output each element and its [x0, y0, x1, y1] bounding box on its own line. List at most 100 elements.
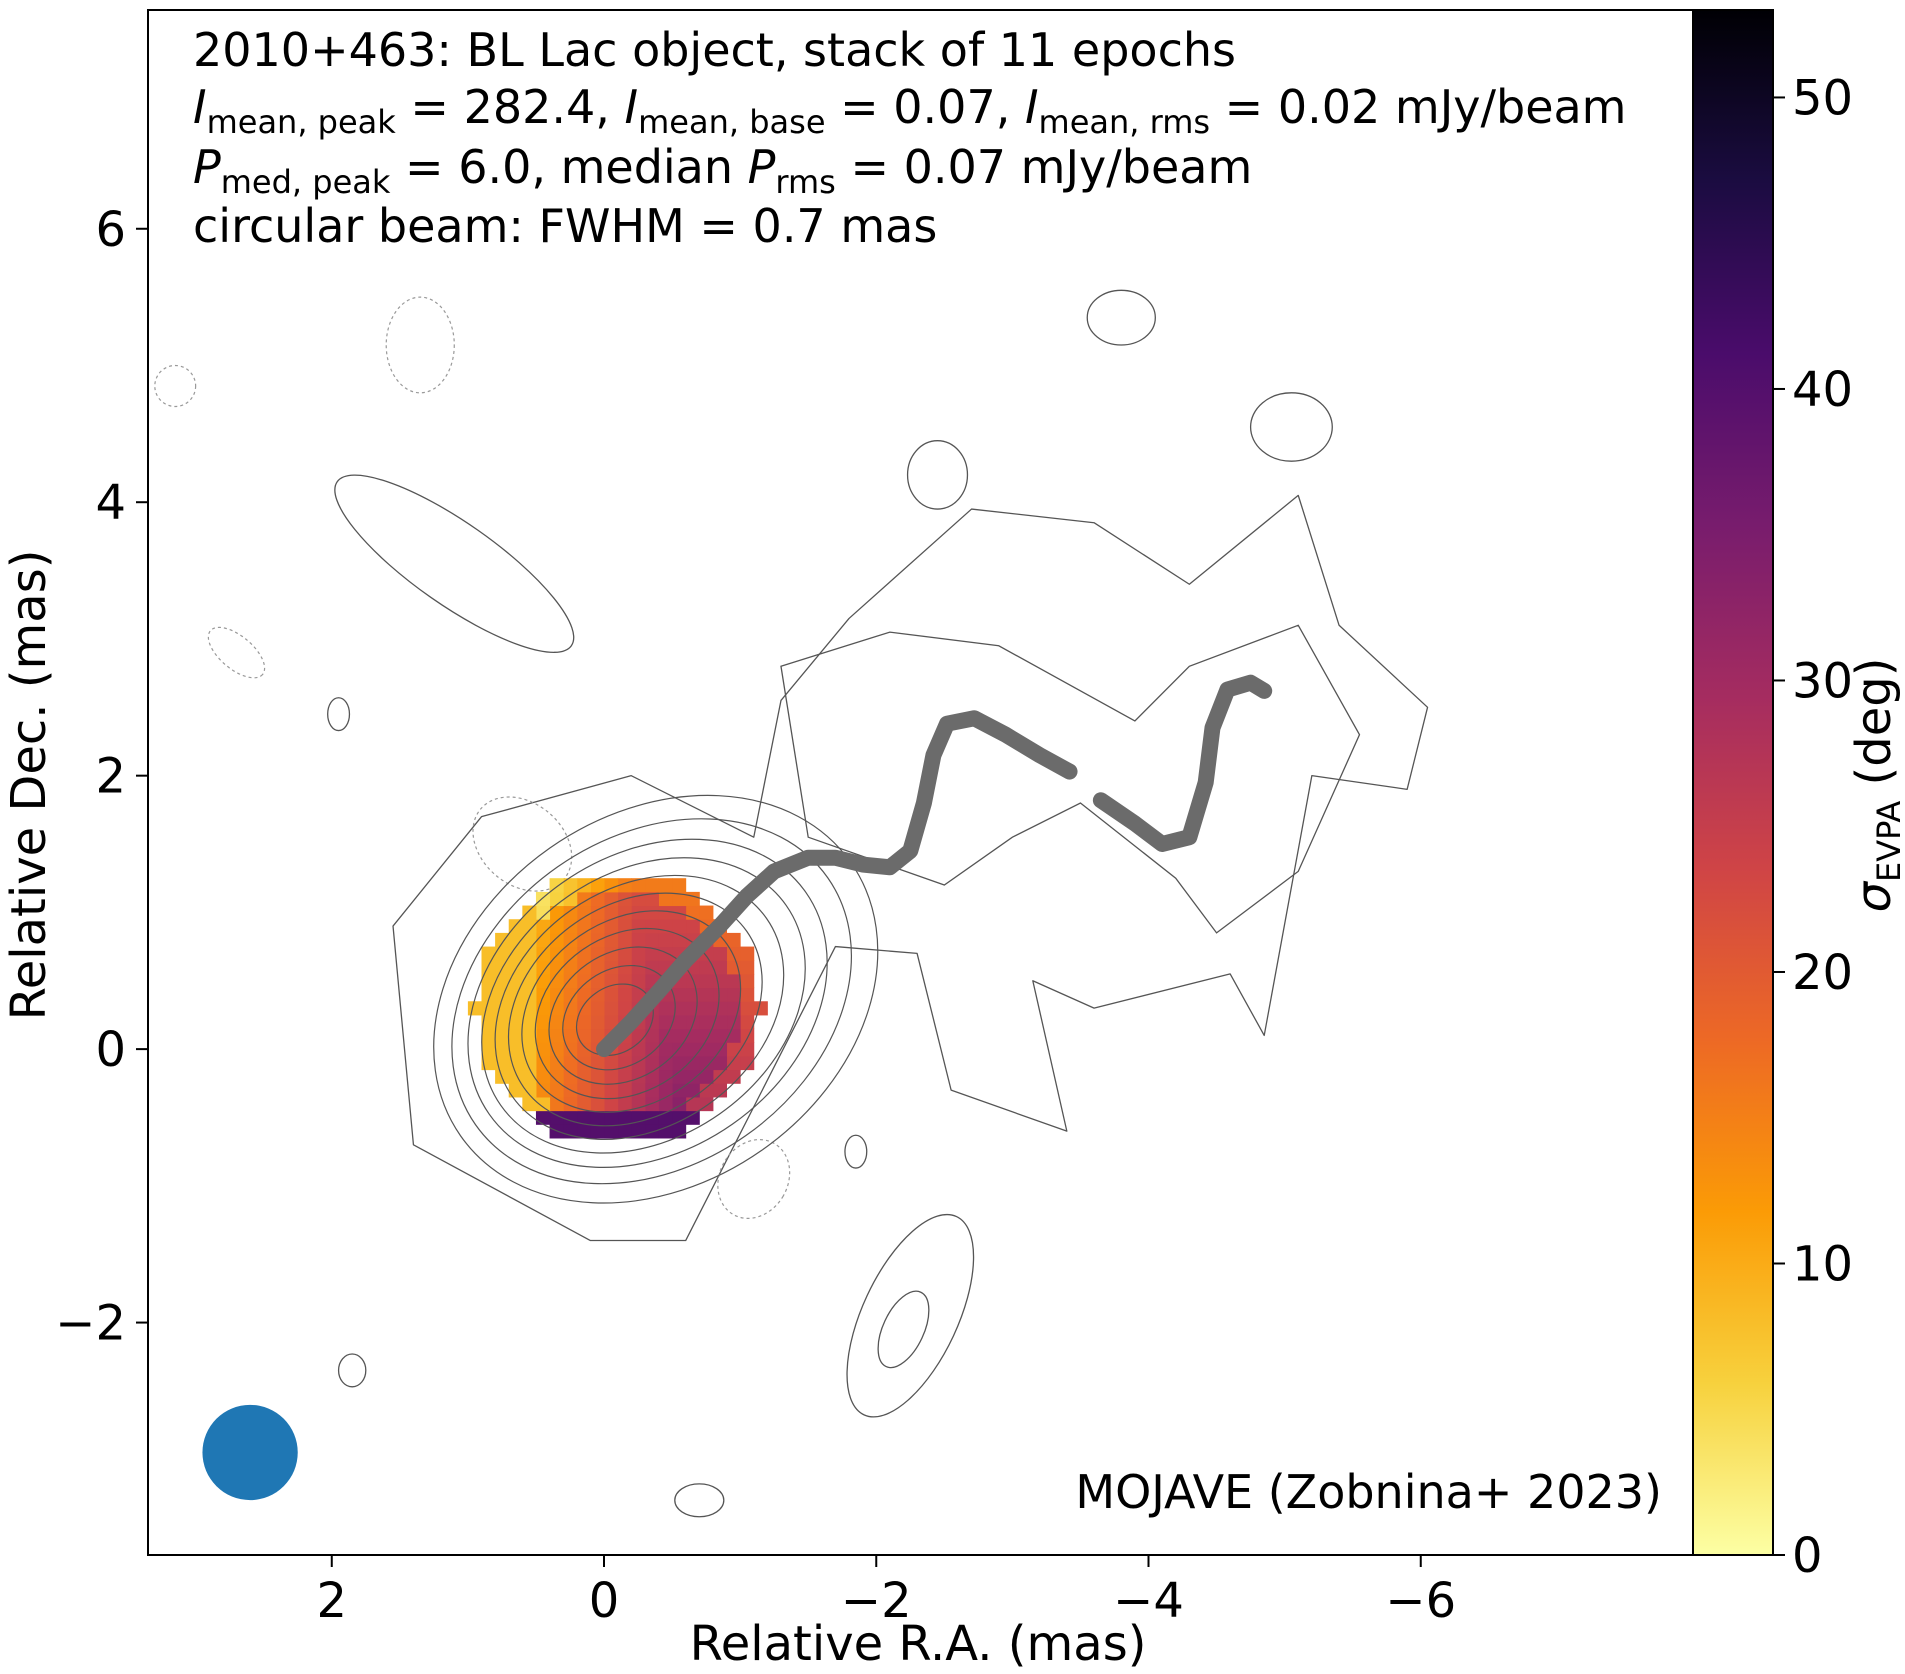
evpa-pixel	[481, 960, 496, 975]
evpa-pixel	[672, 1014, 687, 1030]
evpa-pixel	[631, 878, 646, 893]
evpa-pixel	[508, 987, 523, 1002]
colorbar: 0 10 20 30 40 50 σEVPA (deg)	[1692, 9, 1905, 1584]
evpa-pixel	[699, 1055, 714, 1071]
evpa-pixel	[549, 973, 564, 989]
evpa-pixel	[576, 973, 591, 989]
contour-blob	[846, 1213, 975, 1418]
evpa-pixel	[617, 905, 632, 920]
evpa-pixel	[631, 932, 646, 948]
colorbar-tick-label: 40	[1792, 362, 1853, 418]
contour-blob	[906, 440, 969, 510]
evpa-pixel	[549, 1069, 564, 1084]
evpa-pixel	[508, 1028, 523, 1043]
evpa-pixel	[535, 1096, 551, 1112]
evpa-pixel	[495, 1014, 510, 1030]
ridgeline-segment	[596, 710, 1078, 1058]
evpa-pixel	[522, 919, 537, 934]
evpa-pixel	[604, 1110, 619, 1125]
evpa-pixel	[508, 1001, 523, 1016]
y-axis-ticks: −2 0 2 4 6	[55, 202, 148, 1352]
evpa-pixel	[495, 1042, 510, 1057]
evpa-pixel	[481, 1028, 496, 1043]
evpa-pixel	[658, 946, 673, 961]
evpa-pixel	[508, 946, 523, 961]
evpa-pixel	[508, 1042, 523, 1057]
evpa-pixel	[740, 987, 755, 1002]
evpa-pixel	[604, 905, 619, 920]
evpa-pixel	[563, 932, 578, 948]
evpa-pixel	[590, 1055, 605, 1071]
evpa-pixel	[740, 960, 755, 975]
info-line-2: Imean, peak = 282.4, Imean, base = 0.07,…	[193, 80, 1627, 141]
ridgeline-segment	[1092, 674, 1273, 853]
evpa-pixel	[685, 973, 700, 989]
evpa-pixel	[617, 1083, 632, 1098]
evpa-pixel	[522, 1042, 537, 1057]
evpa-pixel	[617, 960, 632, 975]
evpa-pixel	[712, 1069, 728, 1084]
evpa-pixel	[508, 973, 523, 989]
evpa-pixel	[740, 1055, 755, 1071]
evpa-pixel	[549, 1042, 564, 1057]
evpa-pixel	[590, 905, 605, 920]
evpa-pixel	[685, 1042, 700, 1057]
evpa-pixel	[535, 1042, 551, 1057]
evpa-pixel	[672, 1110, 687, 1125]
evpa-pixel	[590, 1069, 605, 1084]
evpa-pixel	[712, 1055, 728, 1071]
evpa-pixel	[563, 1124, 578, 1139]
evpa-pixel	[685, 1069, 700, 1084]
evpa-pixel	[685, 1014, 700, 1030]
evpa-pixel	[617, 1069, 632, 1084]
evpa-pixel	[726, 946, 741, 961]
evpa-pixel	[658, 891, 673, 907]
evpa-pixel	[617, 1096, 632, 1112]
y-axis-label: Relative Dec. (mas)	[1, 550, 57, 1021]
evpa-pixel	[481, 1055, 496, 1071]
evpa-pixel	[672, 878, 687, 893]
evpa-pixel	[740, 1001, 755, 1016]
core-contour	[521, 910, 742, 1113]
evpa-pixel	[604, 1055, 619, 1071]
evpa-pixel	[563, 946, 578, 961]
evpa-pixel	[535, 1069, 551, 1084]
evpa-pixel	[699, 1042, 714, 1057]
jet-contour	[392, 494, 1429, 1242]
evpa-pixel	[522, 932, 537, 948]
evpa-pixel	[549, 960, 564, 975]
contour-blob	[844, 1134, 868, 1169]
evpa-pixel	[740, 973, 755, 989]
colorbar-gradient	[1692, 9, 1774, 1556]
evpa-pixel	[644, 960, 659, 975]
evpa-pixel	[535, 1110, 551, 1125]
evpa-pixel	[658, 1028, 673, 1043]
evpa-pixel	[644, 1055, 659, 1071]
beam-ellipse	[202, 1404, 298, 1501]
evpa-pixel	[658, 1124, 673, 1139]
evpa-pixel	[672, 1069, 687, 1084]
evpa-pixel	[549, 905, 564, 920]
evpa-pixel	[617, 946, 632, 961]
evpa-pixel	[712, 987, 728, 1002]
evpa-pixel	[549, 1055, 564, 1071]
evpa-pixel	[644, 932, 659, 948]
evpa-pixel	[576, 891, 591, 907]
core-contour	[451, 818, 852, 1185]
ridgeline	[596, 674, 1273, 1058]
evpa-pixel	[481, 946, 496, 961]
evpa-pixel	[617, 932, 632, 948]
evpa-pixel	[644, 878, 659, 893]
y-tick-label: −2	[55, 1296, 126, 1352]
evpa-pixel	[576, 1069, 591, 1084]
evpa-pixel	[590, 1124, 605, 1139]
evpa-pixel	[631, 946, 646, 961]
evpa-pixel	[508, 1055, 523, 1071]
info-line-4: circular beam: FWHM = 0.7 mas	[193, 199, 937, 253]
evpa-pixel	[495, 1028, 510, 1043]
evpa-pixel	[604, 1124, 619, 1139]
evpa-pixel	[563, 1028, 578, 1043]
credit-text: MOJAVE (Zobnina+ 2023)	[1075, 1465, 1662, 1519]
evpa-pixel	[590, 987, 605, 1002]
evpa-pixel	[740, 946, 755, 961]
